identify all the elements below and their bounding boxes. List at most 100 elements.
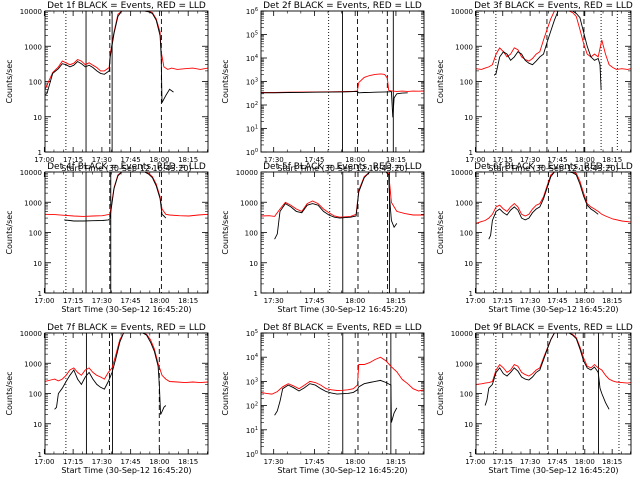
x-tick-label: 17:15	[63, 297, 83, 305]
x-tick-label: 17:45	[304, 297, 324, 305]
y-axis-label: Counts/sec	[221, 210, 230, 254]
x-axis-label: Start Time (30-Sep-12 16:45:20)	[61, 305, 191, 314]
detector-panel: Det 3f BLACK = Events, RED = LLD 1 10 100 10…	[436, 1, 633, 173]
x-tick-label: 17:00	[34, 297, 54, 305]
events-rate-line	[488, 172, 599, 240]
y-axis-label: Counts/sec	[5, 371, 14, 415]
y-tick-label: 10	[33, 114, 42, 122]
x-tick-label: 18:15	[178, 156, 198, 164]
lld-rate-line	[45, 11, 208, 91]
plot-frame	[475, 10, 632, 153]
x-tick-label: 17:45	[121, 297, 141, 305]
x-tick-label: 18:00	[345, 458, 365, 466]
y-axis-label: Counts/sec	[436, 371, 445, 415]
x-tick-label: 17:00	[465, 458, 485, 466]
y-tick-label: 10	[464, 260, 473, 268]
x-tick-label: 17:45	[121, 458, 141, 466]
x-tick-label: 17:30	[520, 458, 540, 466]
x-tick-label: 18:15	[386, 156, 406, 164]
plot-frame	[44, 171, 209, 294]
y-tick-label: 1000	[24, 43, 42, 51]
y-tick-label: 100	[246, 450, 258, 459]
events-rate-line	[45, 11, 174, 103]
y-tick-label: 105	[246, 329, 258, 338]
plot-frame	[475, 332, 632, 455]
lld-rate-line	[45, 172, 208, 217]
y-tick-label: 102	[246, 101, 258, 110]
events-rate-line	[484, 333, 610, 410]
y-tick-label: 10000	[451, 169, 473, 177]
y-tick-label: 10000	[236, 169, 258, 177]
detector-panel: Det 7f BLACK = Events, RED = LLD 1 10 100 10…	[5, 323, 209, 475]
x-tick-label: 18:00	[149, 297, 169, 305]
x-tick-label: 17:30	[520, 156, 540, 164]
x-tick-label: 17:30	[92, 156, 112, 164]
y-tick-label: 10	[33, 421, 42, 429]
x-tick-label: 18:15	[602, 156, 622, 164]
events-rate-line	[54, 333, 167, 415]
x-axis-label: Start Time (30-Sep-12 16:45:20)	[277, 164, 407, 173]
y-tick-label: 101	[246, 426, 258, 435]
x-tick-label: 18:00	[345, 297, 365, 305]
x-tick-label: 18:15	[386, 297, 406, 305]
x-tick-label: 17:45	[547, 156, 567, 164]
x-tick-label: 18:15	[178, 458, 198, 466]
x-tick-label: 18:15	[602, 297, 622, 305]
x-tick-label: 17:00	[34, 156, 54, 164]
plot-frame	[260, 10, 425, 153]
x-tick-label: 18:15	[178, 297, 198, 305]
x-tick-label: 18:00	[149, 458, 169, 466]
lld-rate-line	[476, 333, 631, 385]
panel-title: Det 6f BLACK = Events, RED = LLD	[474, 162, 633, 172]
y-tick-label: 100	[29, 79, 42, 87]
y-axis-label: Counts/sec	[436, 210, 445, 254]
y-axis-label: Counts/sec	[5, 59, 14, 103]
x-tick-label: 17:30	[520, 297, 540, 305]
events-rate-line	[493, 11, 602, 90]
y-tick-label: 100	[460, 79, 473, 87]
x-axis-label: Start Time (30-Sep-12 16:45:20)	[277, 305, 407, 314]
y-axis-label: Counts/sec	[221, 59, 230, 103]
y-tick-label: 10000	[20, 330, 42, 338]
y-tick-label: 100	[460, 391, 473, 399]
y-tick-label: 101	[246, 125, 258, 134]
panel-title: Det 2f BLACK = Events, RED = LLD	[263, 1, 422, 11]
x-tick-label: 17:45	[121, 156, 141, 164]
panel-title: Det 1f BLACK = Events, RED = LLD	[47, 1, 206, 11]
detector-panel: Det 5f BLACK = Events, RED = LLD 1 10 100 10…	[221, 162, 425, 314]
y-tick-label: 100	[29, 230, 42, 238]
detector-panel: Det 4f BLACK = Events, RED = LLD 1 10 100 10…	[5, 162, 209, 314]
y-tick-label: 10	[249, 260, 258, 268]
y-tick-label: 100	[245, 230, 258, 238]
y-tick-label: 1	[38, 451, 42, 459]
x-tick-label: 18:00	[575, 458, 595, 466]
panel-title: Det 9f BLACK = Events, RED = LLD	[474, 323, 633, 333]
y-tick-label: 100	[29, 391, 42, 399]
panel-title: Det 5f BLACK = Events, RED = LLD	[263, 162, 422, 172]
x-tick-label: 17:15	[63, 458, 83, 466]
y-tick-label: 100	[246, 148, 258, 157]
x-axis-label: Start Time (30-Sep-12 16:45:20)	[488, 305, 618, 314]
detector-panel: Det 8f BLACK = Events, RED = LLD 100 101 10…	[221, 323, 425, 475]
y-tick-label: 1000	[240, 199, 258, 207]
plot-frame	[260, 171, 425, 294]
y-tick-label: 1	[469, 451, 473, 459]
y-tick-label: 100	[460, 230, 473, 238]
x-tick-label: 17:30	[264, 156, 284, 164]
y-tick-label: 1000	[455, 360, 473, 368]
y-tick-label: 105	[246, 31, 258, 40]
y-tick-label: 10	[464, 421, 473, 429]
y-tick-label: 104	[246, 54, 258, 63]
x-tick-label: 17:30	[264, 297, 284, 305]
x-tick-label: 18:00	[575, 297, 595, 305]
x-tick-label: 17:45	[547, 458, 567, 466]
detector-panel: Det 9f BLACK = Events, RED = LLD 1 10 100 10…	[436, 323, 633, 475]
lld-rate-line	[476, 11, 631, 70]
detector-panel: Det 1f BLACK = Events, RED = LLD 1 10 100 10…	[5, 1, 209, 173]
panel-title: Det 3f BLACK = Events, RED = LLD	[474, 1, 633, 11]
x-axis-label: Start Time (30-Sep-12 16:45:20)	[488, 466, 618, 475]
y-tick-label: 106	[246, 7, 258, 16]
y-tick-label: 102	[246, 402, 258, 411]
y-tick-label: 10	[464, 114, 473, 122]
